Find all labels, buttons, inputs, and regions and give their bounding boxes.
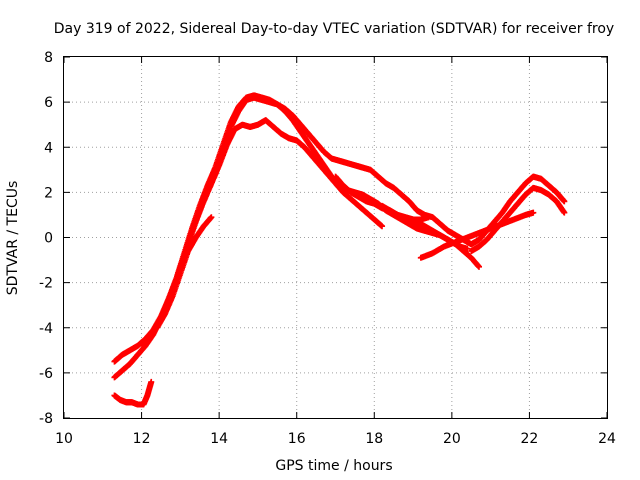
x-axis-label: GPS time / hours — [275, 458, 392, 474]
x-tick-label: 10 — [55, 431, 73, 447]
chart-title: Day 319 of 2022, Sidereal Day-to-day VTE… — [54, 21, 614, 37]
series-track-3 — [138, 117, 386, 347]
data-point — [530, 209, 537, 216]
x-tick-label: 14 — [210, 431, 228, 447]
y-tick-label: -2 — [39, 276, 53, 292]
series-track-6 — [379, 202, 432, 223]
y-axis-label: SDTVAR / TECUs — [5, 181, 21, 296]
y-tick-label: -6 — [39, 366, 53, 382]
data-point — [148, 378, 155, 385]
x-tick-label: 24 — [598, 431, 616, 447]
data-point — [561, 198, 568, 205]
y-tick-label: 0 — [44, 231, 53, 247]
x-tick-labels: 10 12 14 16 18 20 22 24 — [55, 431, 616, 447]
y-tick-label: -8 — [39, 411, 53, 427]
data-points — [111, 92, 568, 408]
y-tick-label: 2 — [44, 185, 53, 201]
data-point — [425, 214, 432, 221]
plot-frame — [63, 56, 608, 419]
y-tick-label: 8 — [44, 50, 53, 66]
series-track-8 — [468, 184, 568, 255]
data-point — [476, 263, 483, 270]
y-tick-labels: -8 -6 -4 -2 0 2 4 6 8 — [39, 50, 53, 427]
series-track-5 — [332, 173, 471, 252]
y-tick-label: -4 — [39, 321, 53, 337]
y-tick-label: 4 — [44, 140, 53, 156]
series-track-1 — [111, 94, 568, 381]
data-point — [464, 245, 471, 252]
x-tick-label: 16 — [288, 431, 306, 447]
x-tick-label: 12 — [133, 431, 151, 447]
y-tick-label: 6 — [44, 95, 53, 111]
data-point — [561, 209, 568, 216]
series-track-9 — [111, 378, 155, 408]
x-tick-label: 22 — [521, 431, 539, 447]
x-tick-label: 20 — [443, 431, 461, 447]
data-point — [379, 223, 386, 230]
grid — [64, 57, 607, 418]
series-track-4 — [154, 214, 215, 331]
x-tick-label: 18 — [365, 431, 383, 447]
data-point — [208, 214, 215, 221]
axis-ticks — [63, 56, 608, 419]
